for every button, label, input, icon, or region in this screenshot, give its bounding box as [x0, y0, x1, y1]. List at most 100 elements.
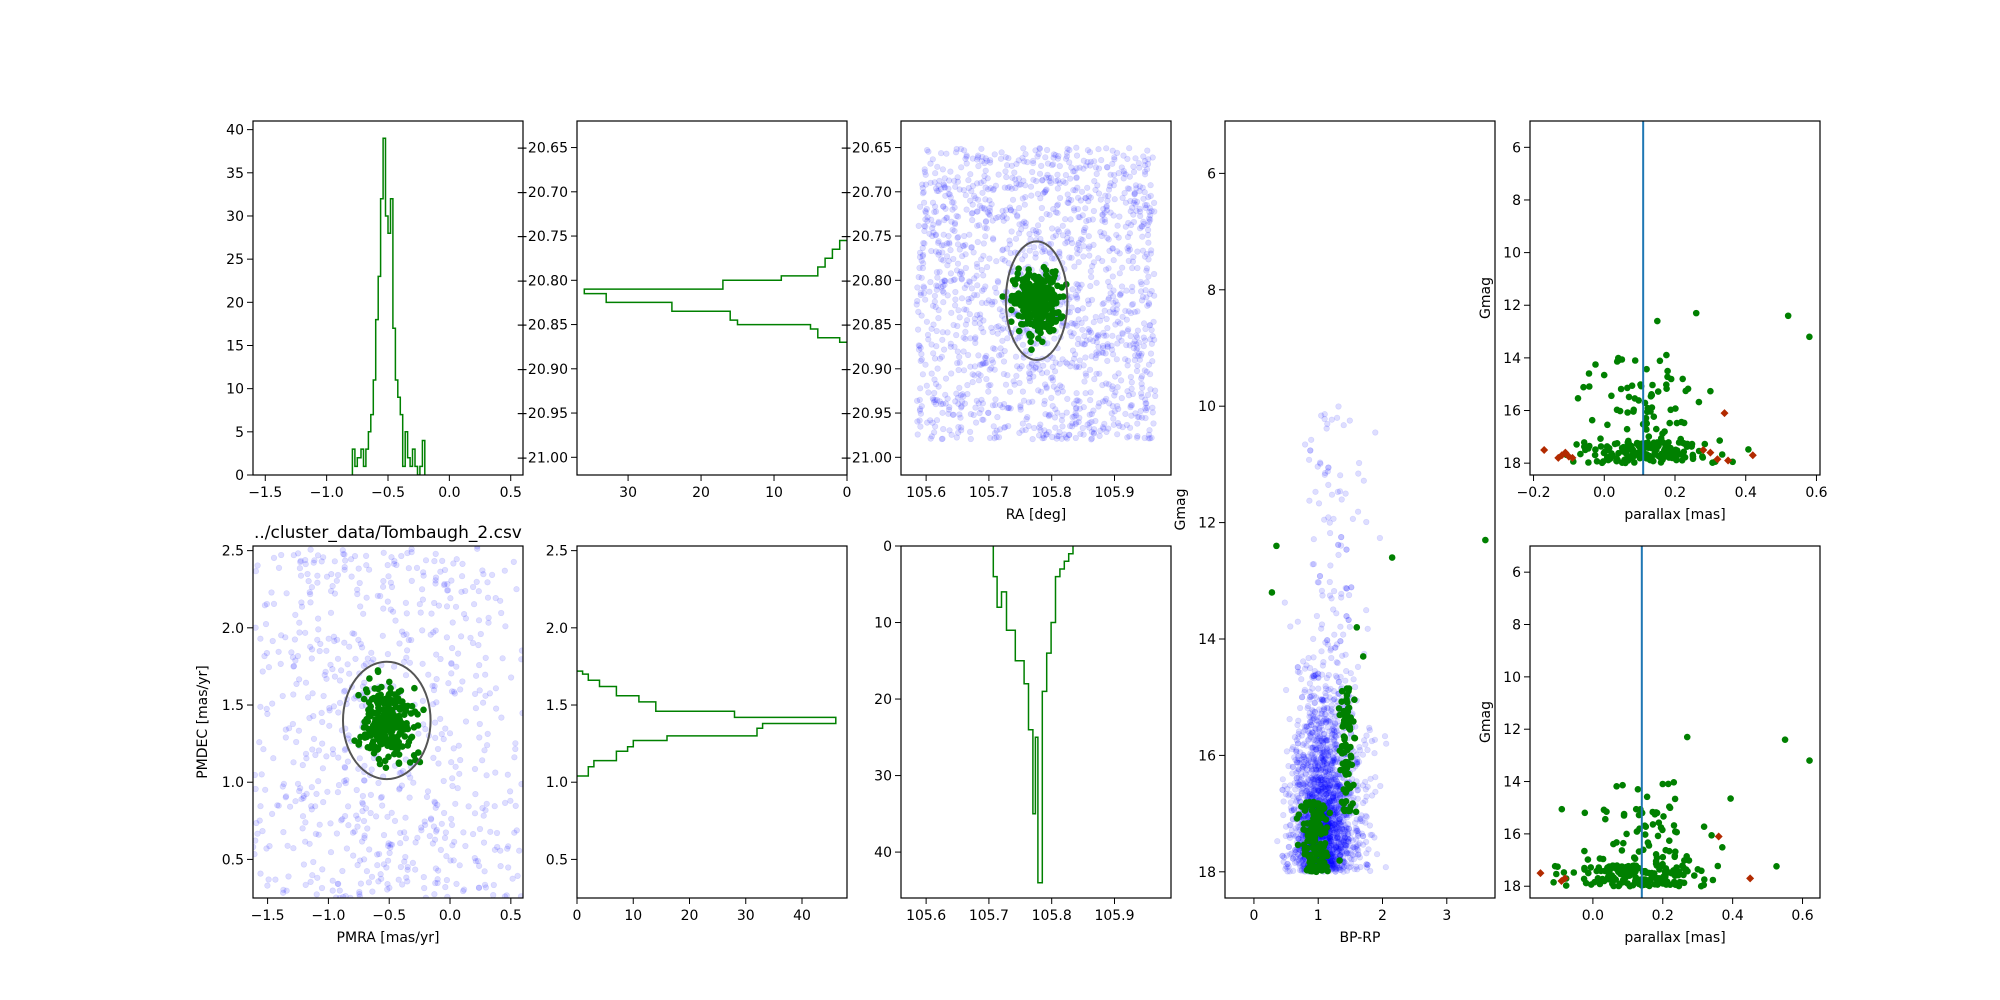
- field-star-point: [1099, 382, 1106, 389]
- member-star-point: [1340, 733, 1348, 740]
- field-star-point: [325, 635, 332, 642]
- field-star-point: [1321, 779, 1328, 786]
- field-star-point: [942, 184, 949, 191]
- field-star-point: [1144, 302, 1151, 309]
- member-star-point: [1654, 317, 1661, 325]
- field-star-point: [1090, 241, 1097, 248]
- field-star-point: [1051, 368, 1059, 375]
- member-star-point: [1359, 653, 1367, 660]
- field-star-point: [966, 231, 973, 238]
- field-star-point: [1076, 398, 1083, 405]
- field-star-point: [918, 312, 925, 319]
- field-star-point: [1365, 846, 1372, 853]
- field-star-point: [1292, 833, 1299, 840]
- field-star-point: [1314, 766, 1321, 774]
- field-star-point: [989, 217, 996, 224]
- field-star-point: [1017, 402, 1024, 409]
- y-tick-label: −20.90: [840, 362, 892, 378]
- field-star-point: [1125, 257, 1132, 265]
- field-star-point: [1095, 165, 1103, 172]
- field-star-point: [939, 409, 946, 416]
- member-star-point: [1032, 276, 1040, 284]
- field-star-point: [1296, 781, 1303, 789]
- field-star-point: [998, 312, 1006, 319]
- field-star-point: [980, 286, 987, 293]
- field-star-point: [952, 183, 959, 190]
- field-star-point: [1306, 732, 1313, 739]
- field-star-point: [1144, 226, 1152, 234]
- field-star-point: [929, 225, 936, 232]
- field-star-point: [1312, 787, 1319, 794]
- field-star-point: [1080, 157, 1087, 164]
- field-star-point: [1074, 287, 1082, 294]
- field-star-point: [941, 175, 948, 182]
- field-star-point: [1145, 273, 1152, 280]
- field-star-point: [1069, 347, 1077, 354]
- field-star-point: [955, 366, 962, 374]
- field-star-point: [1145, 361, 1153, 368]
- field-star-point: [1126, 230, 1133, 237]
- member-star-point: [1037, 329, 1044, 337]
- field-star-point: [1050, 234, 1057, 241]
- field-star-point: [1318, 696, 1326, 703]
- field-star-point: [1073, 322, 1080, 329]
- field-star-point: [1076, 214, 1083, 221]
- field-star-point: [1075, 239, 1082, 247]
- field-star-point: [1046, 249, 1053, 256]
- member-star-point: [1649, 381, 1656, 389]
- field-star-point: [978, 256, 985, 263]
- field-star-point: [1355, 851, 1362, 858]
- field-star-point: [1084, 297, 1092, 304]
- field-star-point: [1140, 195, 1147, 202]
- field-star-point: [1022, 151, 1029, 158]
- field-star-point: [974, 196, 982, 203]
- field-star-point: [1073, 152, 1081, 159]
- field-star-point: [951, 276, 958, 283]
- field-star-point: [1064, 145, 1071, 152]
- field-star-point: [1308, 721, 1315, 729]
- field-star-point: [961, 232, 968, 240]
- field-star-point: [300, 861, 308, 868]
- field-star-point: [1338, 839, 1345, 846]
- y-tick-label: −20.65: [840, 141, 892, 157]
- field-star-point: [1146, 435, 1154, 442]
- field-star-point: [1019, 256, 1026, 263]
- field-star-point: [1131, 191, 1138, 198]
- field-star-point: [1016, 221, 1023, 228]
- field-star-point: [920, 189, 927, 196]
- field-star-point: [1322, 755, 1329, 762]
- field-star-point: [1124, 362, 1131, 369]
- field-star-point: [1039, 176, 1046, 183]
- field-star-point: [1301, 441, 1309, 448]
- field-star-point: [1010, 378, 1017, 385]
- field-star-point: [1011, 169, 1018, 176]
- field-star-point: [1047, 250, 1054, 257]
- member-star-point: [1623, 425, 1631, 433]
- field-star-point: [938, 353, 946, 360]
- field-star-point: [1330, 797, 1338, 804]
- field-star-point: [940, 242, 947, 249]
- field-star-point: [1127, 208, 1134, 215]
- field-star-point: [1317, 775, 1324, 782]
- field-star-point: [1070, 400, 1078, 407]
- field-star-point: [1091, 178, 1098, 185]
- field-star-point: [1038, 162, 1045, 169]
- field-star-point: [1012, 176, 1019, 183]
- y-tick-label: −21.00: [516, 450, 568, 466]
- member-star-point: [1020, 293, 1028, 301]
- field-star-point: [1070, 320, 1077, 328]
- field-star-point: [1119, 330, 1126, 338]
- field-star-point: [986, 204, 993, 211]
- field-star-point: [1325, 686, 1332, 694]
- field-star-point: [1026, 230, 1033, 238]
- field-star-point: [1348, 856, 1355, 863]
- member-star-point: [1342, 788, 1349, 796]
- field-star-point: [1316, 572, 1324, 580]
- member-star-point: [1352, 808, 1360, 816]
- field-star-point: [1020, 158, 1028, 165]
- field-star-point: [1072, 405, 1079, 412]
- field-star-point: [915, 308, 922, 316]
- field-star-point: [1336, 792, 1344, 799]
- field-star-point: [1050, 154, 1057, 161]
- field-star-point: [1309, 744, 1316, 751]
